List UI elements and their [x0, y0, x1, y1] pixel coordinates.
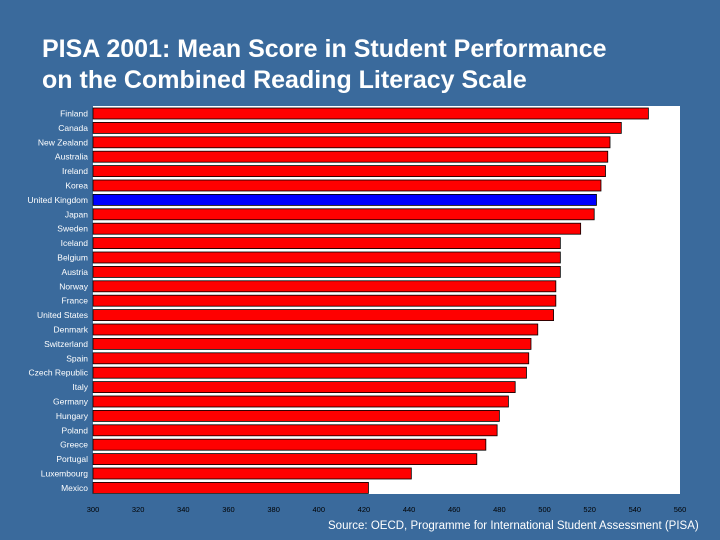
bar-ireland	[92, 165, 606, 178]
bar-switzerland	[92, 337, 532, 350]
bar-united-states	[92, 309, 554, 322]
category-label-france: France	[62, 296, 89, 306]
x-tick-label-320: 320	[132, 505, 145, 514]
category-label-portugal: Portugal	[56, 454, 88, 464]
category-label-new-zealand: New Zealand	[38, 137, 88, 147]
bar-australia	[92, 150, 609, 163]
bar-korea	[92, 179, 602, 192]
category-label-switzerland: Switzerland	[44, 339, 88, 349]
category-label-spain: Spain	[66, 353, 88, 363]
category-label-ireland: Ireland	[62, 166, 88, 176]
category-label-poland: Poland	[62, 425, 89, 435]
x-tick-label-300: 300	[87, 505, 100, 514]
category-label-belgium: Belgium	[57, 253, 88, 263]
bar-germany	[92, 395, 509, 408]
title-line-2: on the Combined Reading Literacy Scale	[42, 66, 527, 94]
x-tick-label-340: 340	[177, 505, 190, 514]
category-label-greece: Greece	[60, 440, 88, 450]
bar-greece	[92, 438, 487, 451]
category-label-iceland: Iceland	[61, 238, 89, 248]
x-tick-label-460: 460	[448, 505, 461, 514]
tick-labels-group: 300 320 340 360 380 400 420 440 460 480 500 520 540 5…	[87, 505, 687, 514]
bar-france	[92, 294, 557, 307]
category-label-canada: Canada	[58, 123, 88, 133]
category-label-sweden: Sweden	[57, 224, 88, 234]
category-label-australia: Australia	[55, 152, 88, 162]
bar-japan	[92, 208, 595, 221]
source-note: Source: OECD, Programme for Internationa…	[328, 520, 699, 532]
bar-iceland	[92, 237, 561, 250]
category-label-germany: Germany	[53, 397, 89, 407]
x-tick-label-420: 420	[358, 505, 371, 514]
category-label-finland: Finland	[60, 109, 88, 119]
bar-spain	[92, 352, 530, 365]
bar-czech-republic	[92, 366, 527, 379]
category-label-italy: Italy	[72, 382, 88, 392]
bar-finland	[92, 107, 649, 120]
slide-title: PISA 2001: Mean Score in Student Perform…	[42, 34, 702, 96]
bar-new-zealand	[92, 136, 611, 149]
x-tick-label-500: 500	[538, 505, 551, 514]
x-tick-label-560: 560	[674, 505, 687, 514]
category-label-denmark: Denmark	[54, 325, 89, 335]
bar-hungary	[92, 409, 500, 422]
x-tick-label-480: 480	[493, 505, 506, 514]
bar-denmark	[92, 323, 539, 336]
bar-mexico	[92, 481, 369, 494]
x-tick-label-360: 360	[222, 505, 235, 514]
category-label-czech-republic: Czech Republic	[28, 368, 88, 378]
bar-poland	[92, 424, 498, 437]
category-label-korea: Korea	[65, 181, 88, 191]
bar-italy	[92, 381, 516, 394]
x-tick-label-380: 380	[267, 505, 280, 514]
bars-group	[92, 107, 649, 494]
x-tick-label-540: 540	[629, 505, 642, 514]
bar-luxembourg	[92, 467, 412, 480]
bar-portugal	[92, 453, 478, 466]
bar-canada	[92, 122, 622, 134]
category-label-austria: Austria	[62, 267, 89, 277]
bar-austria	[92, 265, 561, 278]
category-label-united-states: United States	[37, 310, 88, 320]
bar-sweden	[92, 222, 582, 235]
category-label-united-kingdom: United Kingdom	[28, 195, 88, 205]
category-label-norway: Norway	[59, 281, 89, 291]
category-labels-group: Finland Canada New Zealand Australia Ireland…	[28, 109, 89, 493]
x-tick-label-400: 400	[313, 505, 326, 514]
category-label-mexico: Mexico	[61, 483, 88, 493]
title-line-1: PISA 2001: Mean Score in Student Perform…	[42, 35, 607, 63]
category-label-hungary: Hungary	[56, 411, 89, 421]
x-tick-label-440: 440	[403, 505, 416, 514]
bar-belgium	[92, 251, 561, 264]
bar-united-kingdom	[92, 193, 597, 206]
bar-norway	[92, 280, 557, 293]
category-label-luxembourg: Luxembourg	[41, 469, 89, 479]
category-label-japan: Japan	[65, 209, 88, 219]
x-tick-label-520: 520	[583, 505, 596, 514]
